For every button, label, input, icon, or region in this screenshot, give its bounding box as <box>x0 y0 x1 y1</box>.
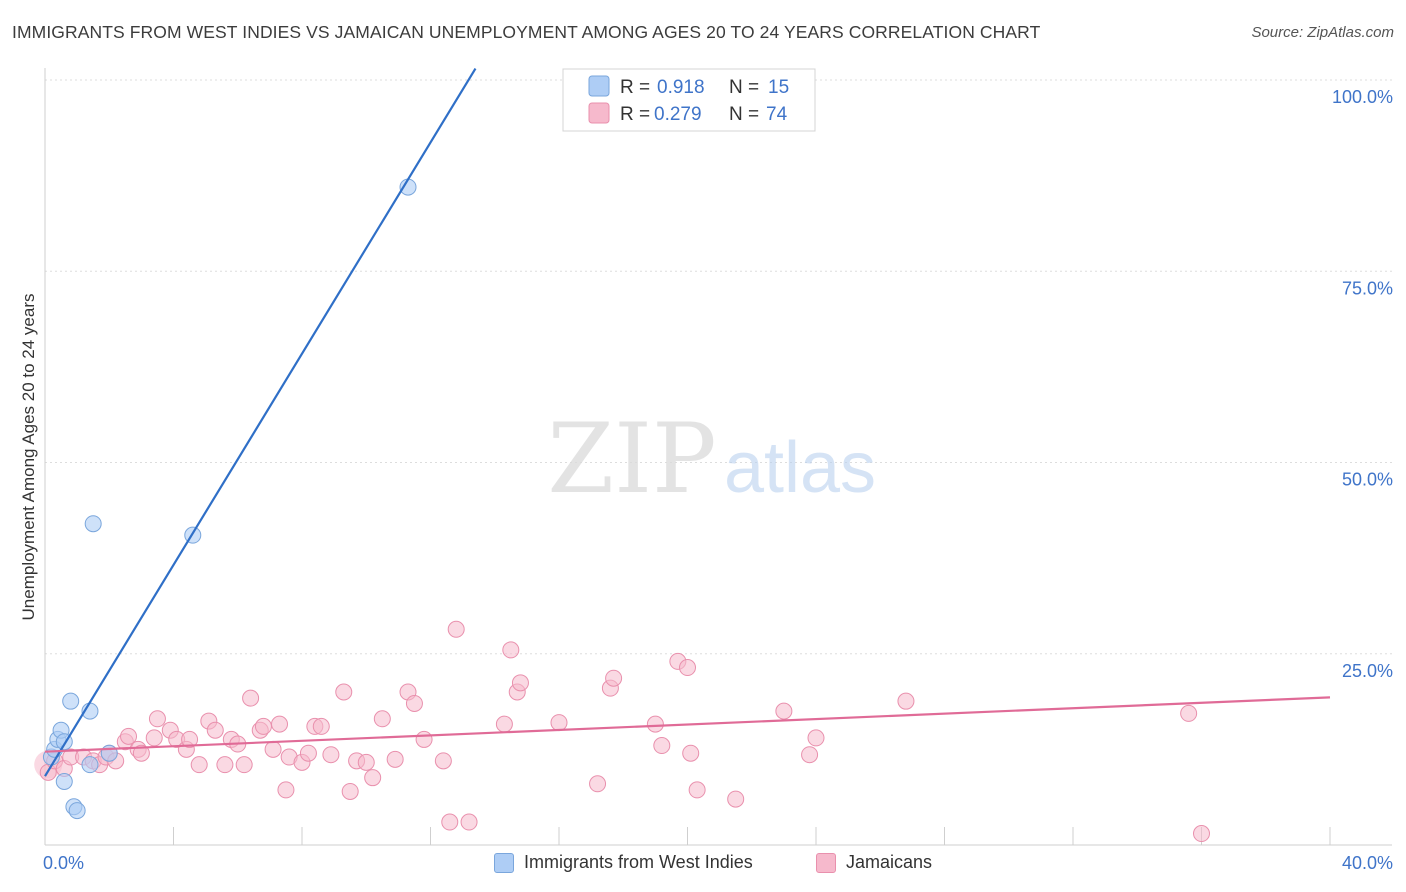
legend-r-value-1: 0.918 <box>657 77 705 98</box>
jamaicans-point <box>373 710 391 728</box>
watermark-zip: ZIP <box>547 403 716 515</box>
legend-item-jamaicans[interactable]: Jamaicans <box>816 852 932 873</box>
legend-n-value-1: 15 <box>768 77 789 98</box>
x-tick-label-min: 0.0% <box>43 853 84 873</box>
y-tick-label: 25.0% <box>1342 661 1393 681</box>
legend-bottom: Immigrants from West Indies Jamaicans <box>0 852 1406 878</box>
jamaicans-point <box>120 727 138 745</box>
west-indies-point <box>100 744 118 762</box>
legend-swatch-west-indies <box>588 75 610 97</box>
jamaicans-point <box>688 781 706 799</box>
jamaicans-point <box>460 813 478 831</box>
jamaicans-point <box>312 717 330 735</box>
jamaicans-point <box>511 674 529 692</box>
x-tick-label-max: 40.0% <box>1342 853 1393 873</box>
jamaicans-point <box>235 756 253 774</box>
jamaicans-point <box>145 729 163 747</box>
jamaicans-point <box>277 781 295 799</box>
jamaicans-point <box>679 659 696 677</box>
jamaicans-point <box>727 790 745 808</box>
jamaicans-point <box>447 620 465 638</box>
trendlines <box>44 67 1331 777</box>
legend-n-label-1: N = <box>729 77 759 98</box>
y-tick-label: 50.0% <box>1342 470 1393 490</box>
west-indies-point <box>81 756 99 774</box>
jamaicans-point <box>264 740 282 758</box>
west-indies-point <box>84 515 102 533</box>
jamaicans-point <box>495 715 513 733</box>
jamaicans-point <box>254 717 272 735</box>
west-indies-point <box>68 802 86 820</box>
jamaicans-point <box>801 746 819 764</box>
jamaicans-point <box>335 683 353 701</box>
jamaicans-point <box>897 692 915 710</box>
jamaicans-point <box>502 641 520 659</box>
jamaicans-points <box>34 620 1210 843</box>
jamaicans-point <box>434 752 452 770</box>
jamaicans-point <box>550 714 568 732</box>
jamaicans-trendline <box>44 696 1331 753</box>
jamaicans-point <box>299 744 317 762</box>
jamaicans-point <box>190 756 208 774</box>
tick-labels: 25.0% 50.0% 75.0% 100.0% 0.0% 40.0% <box>43 87 1393 873</box>
jamaicans-point <box>807 729 825 747</box>
legend-r-label-2: R = <box>620 104 650 125</box>
legend-item-west-indies[interactable]: Immigrants from West Indies <box>494 852 753 873</box>
west-indies-trendline <box>44 67 477 777</box>
legend-swatch-blue <box>494 852 514 873</box>
source-label: Source: ZipAtlas.com <box>1251 24 1394 41</box>
jamaicans-point <box>206 721 224 739</box>
west-indies-points <box>42 178 417 820</box>
jamaicans-point <box>682 744 700 762</box>
y-axis-label: Unemployment Among Ages 20 to 24 years <box>19 294 38 621</box>
jamaicans-point <box>1180 704 1198 722</box>
legend-r-value-2: 0.279 <box>654 104 702 125</box>
jamaicans-point <box>775 702 793 720</box>
jamaicans-point <box>589 775 607 793</box>
jamaicans-point <box>653 737 671 755</box>
legend-top: R = 0.918 N = 15 R = 0.279 N = 74 <box>562 68 816 132</box>
jamaicans-point <box>386 750 404 768</box>
jamaicans-point <box>415 730 433 748</box>
legend-swatch-jamaicans <box>588 102 610 124</box>
jamaicans-point <box>364 769 382 787</box>
jamaicans-point <box>181 730 199 748</box>
legend-swatch-pink <box>816 852 836 873</box>
grid-lines <box>45 79 1392 655</box>
legend-label-west-indies: Immigrants from West Indies <box>524 852 753 872</box>
legend-r-label-1: R = <box>620 77 650 98</box>
jamaicans-point <box>341 782 359 800</box>
jamaicans-point <box>405 694 423 712</box>
jamaicans-point <box>216 756 234 774</box>
y-tick-label: 100.0% <box>1332 87 1393 107</box>
axes <box>44 68 1392 846</box>
legend-label-jamaicans: Jamaicans <box>846 852 933 872</box>
y-tick-label: 75.0% <box>1342 278 1393 298</box>
jamaicans-point <box>271 715 289 733</box>
legend-n-value-2: 74 <box>766 104 788 125</box>
jamaicans-point <box>132 744 150 762</box>
west-indies-point <box>62 692 80 710</box>
jamaicans-point <box>1193 825 1210 843</box>
jamaicans-point <box>148 710 166 728</box>
jamaicans-point <box>357 753 375 771</box>
west-indies-point <box>55 773 73 791</box>
jamaicans-point <box>441 813 459 831</box>
legend-n-label-2: N = <box>729 104 759 125</box>
jamaicans-point <box>322 746 340 764</box>
jamaicans-point <box>242 689 260 707</box>
jamaicans-point <box>605 669 623 687</box>
watermark-atlas: atlas <box>724 428 876 508</box>
chart-title: IMMIGRANTS FROM WEST INDIES VS JAMAICAN … <box>12 22 1041 42</box>
jamaicans-point <box>646 715 664 733</box>
